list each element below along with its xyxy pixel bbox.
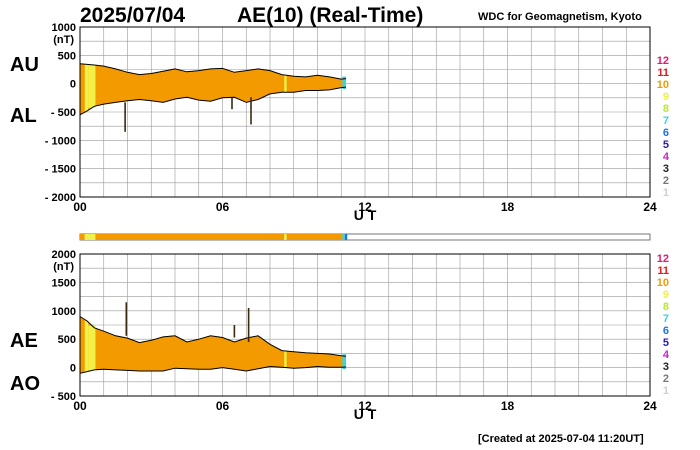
y-tick-label: 0: [70, 363, 76, 375]
credit-label: WDC for Geomagnetism, Kyoto: [478, 11, 642, 23]
x-tick-label: 00: [73, 200, 87, 214]
highlight-stripe: [284, 350, 287, 368]
highlight-stripe: [88, 64, 96, 108]
legend-label: 3: [663, 163, 669, 175]
band-fill-au: [80, 63, 346, 115]
legend-label: 5: [663, 337, 669, 349]
series-line-ao: [79, 365, 347, 374]
legend-label: 2: [663, 175, 669, 187]
series-label-ae: AE: [10, 330, 38, 352]
highlight-stripe: [88, 325, 96, 371]
end-tip: [342, 354, 346, 370]
y-tick-label: 500: [58, 334, 76, 346]
y-tick-label: - 500: [51, 391, 76, 403]
series-label-al: AL: [10, 105, 37, 127]
activity-bar-segment: [84, 234, 89, 240]
y-tick-label: 1500: [52, 277, 76, 289]
activity-bar-segment: [284, 234, 287, 240]
legend-label: 4: [663, 349, 670, 361]
series-line-ae: [79, 316, 347, 357]
y-tick-label: 1000: [52, 22, 76, 34]
legend-label: 2: [663, 373, 669, 385]
series-label-ao: AO: [10, 373, 40, 395]
x-tick-label: 06: [216, 399, 230, 413]
legend-label: 9: [663, 91, 669, 103]
unit-label: (nT): [53, 34, 74, 46]
legend-label: 12: [657, 55, 669, 67]
plot-frame: [79, 26, 651, 198]
highlight-stripe: [284, 75, 287, 93]
series-line-al: [79, 86, 347, 116]
legend-label: 8: [663, 103, 669, 115]
series-line-au: [79, 63, 347, 80]
plot-frame: [79, 253, 651, 397]
legend-label: 8: [663, 301, 669, 313]
y-tick-label: - 500: [51, 107, 76, 119]
activity-bar-segment: [344, 234, 348, 240]
y-tick-label: - 1000: [45, 135, 76, 147]
legend-label: 9: [663, 289, 669, 301]
y-tick-label: 500: [58, 50, 76, 62]
x-tick-label: 24: [643, 399, 657, 413]
legend-label: 6: [663, 325, 669, 337]
activity-bar-segment: [286, 234, 343, 240]
series-label-au: AU: [10, 54, 39, 76]
activity-bar-segment: [95, 234, 285, 240]
y-tick-label: 2000: [52, 249, 76, 261]
y-tick-label: 0: [70, 79, 76, 91]
x-tick-label: 12: [358, 399, 372, 413]
created-timestamp: [Created at 2025-07-04 11:20UT]: [478, 433, 644, 445]
y-tick-label: - 1500: [45, 164, 76, 176]
activity-bar-segment: [88, 234, 96, 240]
legend-label: 7: [663, 115, 669, 127]
legend-label: 3: [663, 361, 669, 373]
band-fill-ae: [80, 316, 346, 374]
y-tick-label: 1000: [52, 306, 76, 318]
x-axis-label: U T: [354, 207, 377, 223]
legend-label: 12: [657, 253, 669, 265]
highlight-stripe: [84, 320, 89, 372]
x-axis-label: U T: [354, 406, 377, 422]
x-tick-label: 12: [358, 200, 372, 214]
legend-label: 1: [663, 187, 669, 199]
legend-label: 5: [663, 139, 669, 151]
unit-label: (nT): [53, 261, 74, 273]
legend-label: 11: [657, 265, 669, 277]
x-tick-label: 06: [216, 200, 230, 214]
legend-label: 10: [657, 277, 669, 289]
activity-bar-segment: [342, 234, 345, 240]
legend-label: 1: [663, 385, 669, 397]
legend-label: 6: [663, 127, 669, 139]
chart-title: AE(10) (Real-Time): [237, 4, 424, 27]
x-tick-label: 18: [501, 200, 515, 214]
x-tick-label: 00: [73, 399, 87, 413]
x-tick-label: 18: [501, 399, 515, 413]
legend-label: 10: [657, 79, 669, 91]
legend-label: 7: [663, 313, 669, 325]
highlight-stripe: [84, 64, 89, 112]
chart-date: 2025/07/04: [80, 4, 186, 27]
y-tick-label: - 2000: [45, 192, 76, 204]
legend-label: 11: [657, 67, 669, 79]
end-tip: [342, 76, 346, 90]
legend-label: 4: [663, 151, 670, 163]
activity-bar-segment: [80, 234, 85, 240]
x-tick-label: 24: [643, 200, 657, 214]
